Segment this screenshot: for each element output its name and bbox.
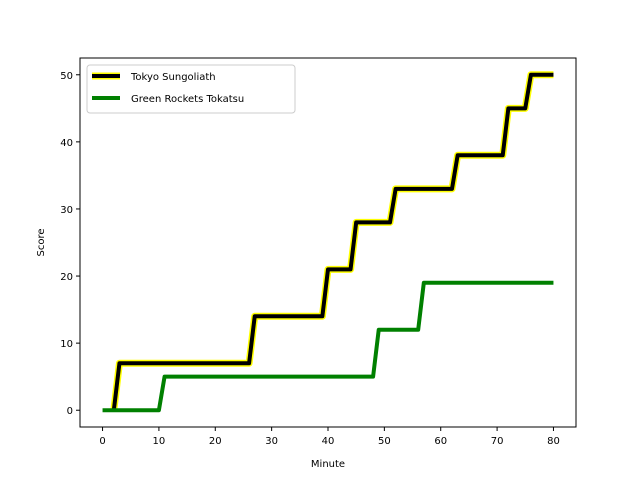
y-axis-label: Score (36, 228, 47, 256)
x-tick-label: 60 (434, 436, 447, 447)
plot-lines (102, 71, 554, 413)
y-tick-label: 30 (60, 205, 73, 216)
legend-label-green-rockets-tokatsu: Green Rockets Tokatsu (131, 94, 244, 105)
legend: Tokyo Sungoliath Green Rockets Tokatsu (86, 64, 296, 114)
legend-box (86, 64, 296, 114)
x-axis: 0 10 20 30 40 50 60 70 80 (99, 427, 560, 447)
y-tick-label: 40 (60, 138, 73, 149)
y-tick-label: 10 (60, 339, 73, 350)
x-tick-label: 20 (209, 436, 222, 447)
x-tick-label: 10 (153, 436, 166, 447)
x-tick-label: 80 (547, 436, 560, 447)
y-tick-label: 20 (60, 272, 73, 283)
series-line-tokyo-sungoliath (111, 72, 554, 411)
x-tick-label: 0 (99, 436, 105, 447)
x-tick-label: 40 (322, 436, 335, 447)
x-tick-label: 70 (491, 436, 504, 447)
y-tick-label: 0 (67, 406, 73, 417)
legend-label-tokyo-sungoliath: Tokyo Sungoliath (130, 72, 216, 83)
series-line-green-rockets-tokatsu (102, 280, 554, 413)
y-tick-label: 50 (60, 71, 73, 82)
y-axis: 0 10 20 30 40 50 (60, 71, 80, 417)
x-tick-label: 30 (265, 436, 278, 447)
x-axis-label: Minute (311, 459, 345, 470)
x-tick-label: 50 (378, 436, 391, 447)
